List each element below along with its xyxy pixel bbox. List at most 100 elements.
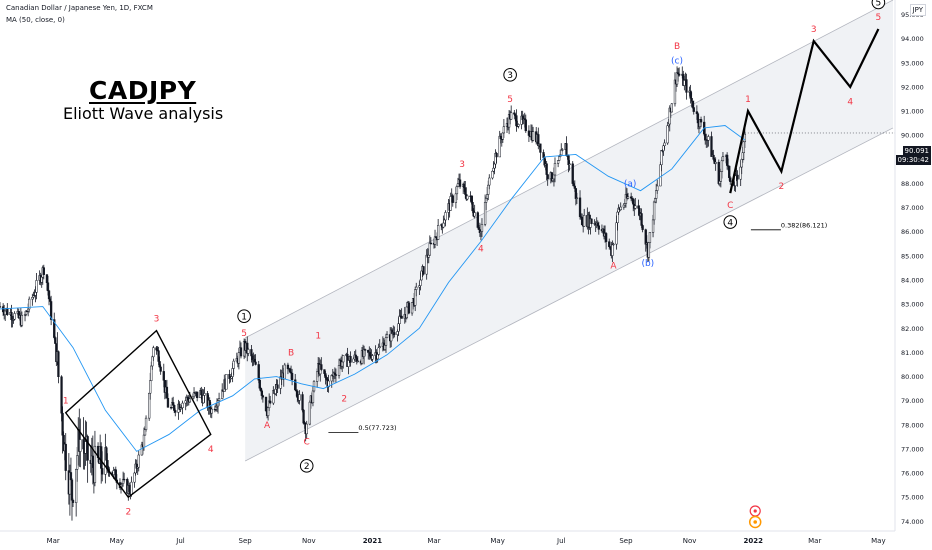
channel-fill bbox=[245, 0, 893, 462]
candle-body bbox=[463, 183, 466, 188]
candle-body bbox=[352, 358, 355, 363]
candle-body bbox=[301, 394, 304, 411]
candle-body bbox=[237, 352, 241, 364]
candle-body bbox=[524, 119, 527, 132]
candle-body bbox=[264, 396, 268, 412]
countdown-tag: 09:30:42 bbox=[895, 155, 931, 165]
projection-path[interactable] bbox=[729, 28, 880, 194]
candle-body bbox=[640, 213, 643, 226]
candle-body bbox=[546, 174, 549, 180]
wave-label: 1 bbox=[63, 397, 69, 407]
wave-label: 5 bbox=[876, 13, 882, 23]
time-tick-label: Mar bbox=[808, 537, 821, 545]
candle-body bbox=[454, 193, 458, 203]
price-tick-label: 92.000 bbox=[901, 83, 924, 91]
candle-body bbox=[149, 380, 152, 394]
candle-body bbox=[415, 286, 418, 290]
candle-body bbox=[151, 356, 154, 367]
candle-body bbox=[155, 347, 158, 351]
candle-body bbox=[486, 194, 489, 199]
circled-wave-label: 5 bbox=[876, 0, 882, 9]
candle-body bbox=[202, 395, 205, 404]
time-tick-label: Jul bbox=[556, 537, 566, 545]
candle-body bbox=[565, 143, 568, 156]
symbol-legend[interactable]: Canadian Dollar / Japanese Yen, 1D, FXCM bbox=[6, 4, 153, 12]
candle-body bbox=[527, 130, 531, 136]
candle-body bbox=[571, 163, 574, 184]
ma50-line[interactable] bbox=[0, 125, 746, 452]
candle-body bbox=[425, 254, 428, 275]
wave-pattern-2020[interactable] bbox=[64, 329, 212, 499]
candle-body bbox=[393, 332, 396, 335]
candle-body bbox=[10, 312, 13, 320]
annotation-title: CADJPY bbox=[89, 76, 197, 105]
candle-body bbox=[510, 112, 513, 120]
candle-body bbox=[274, 388, 277, 394]
candle-body bbox=[188, 398, 192, 403]
circled-wave-label: 2 bbox=[304, 462, 310, 472]
price-tick-label: 79.000 bbox=[901, 397, 924, 405]
channel-upper-line[interactable] bbox=[244, 0, 894, 339]
candle-body bbox=[652, 201, 656, 221]
candle-body bbox=[196, 391, 199, 398]
candle-body bbox=[349, 356, 352, 363]
candle-body bbox=[597, 225, 600, 230]
candle-body bbox=[531, 131, 535, 141]
candle-body bbox=[466, 195, 469, 200]
price-tick-label: 80.000 bbox=[901, 373, 924, 381]
candle-body bbox=[517, 124, 520, 127]
wave-label: (c) bbox=[671, 56, 683, 66]
candle-body bbox=[165, 386, 169, 399]
candle-body bbox=[225, 374, 228, 390]
candle-body bbox=[545, 163, 548, 175]
candle-body bbox=[35, 280, 38, 293]
candle-body bbox=[210, 408, 213, 414]
candle-body bbox=[356, 360, 359, 363]
candle-body bbox=[691, 100, 694, 108]
candle-body bbox=[714, 161, 717, 164]
candle-body bbox=[378, 346, 381, 348]
candle-body bbox=[239, 347, 243, 357]
candle-body bbox=[477, 227, 480, 230]
candle-body bbox=[696, 113, 700, 124]
candle-body bbox=[4, 310, 7, 316]
currency-label[interactable]: JPY bbox=[909, 4, 926, 16]
candle-body bbox=[181, 402, 184, 408]
candle-body bbox=[216, 400, 220, 407]
candle-body bbox=[420, 270, 423, 281]
candle-body bbox=[302, 409, 305, 424]
candle-body bbox=[137, 454, 140, 468]
candle-body bbox=[561, 149, 564, 151]
time-tick-label: 2021 bbox=[363, 537, 383, 545]
candle-body bbox=[288, 368, 292, 373]
time-tick-label: 2022 bbox=[743, 537, 763, 545]
candle-body bbox=[298, 394, 301, 401]
candle-body bbox=[75, 469, 78, 503]
candle-body bbox=[46, 282, 50, 292]
candle-body bbox=[308, 401, 311, 425]
candle-body bbox=[495, 153, 498, 158]
candle-body bbox=[663, 142, 666, 147]
candle-body bbox=[736, 174, 739, 180]
candle-body bbox=[428, 242, 431, 256]
candle-body bbox=[437, 225, 440, 240]
price-axis[interactable] bbox=[895, 0, 932, 550]
candle-body bbox=[259, 387, 262, 392]
candle-body bbox=[158, 361, 161, 368]
candle-body bbox=[473, 212, 476, 217]
wave-label: 3 bbox=[154, 315, 160, 325]
candle-body bbox=[608, 241, 611, 247]
candle-body bbox=[419, 279, 422, 286]
candle-body bbox=[325, 377, 328, 380]
candle-body bbox=[480, 223, 484, 232]
candle-body bbox=[159, 366, 162, 372]
indicator-legend[interactable]: MA (50, close, 0) bbox=[6, 16, 65, 24]
candle-body bbox=[710, 136, 713, 157]
time-tick-label: Sep bbox=[239, 537, 253, 545]
candle-body bbox=[580, 216, 584, 226]
candle-body bbox=[122, 478, 126, 481]
candle-body bbox=[647, 242, 651, 258]
price-tick-label: 77.000 bbox=[901, 445, 924, 453]
channel-lower-line[interactable] bbox=[244, 127, 894, 462]
